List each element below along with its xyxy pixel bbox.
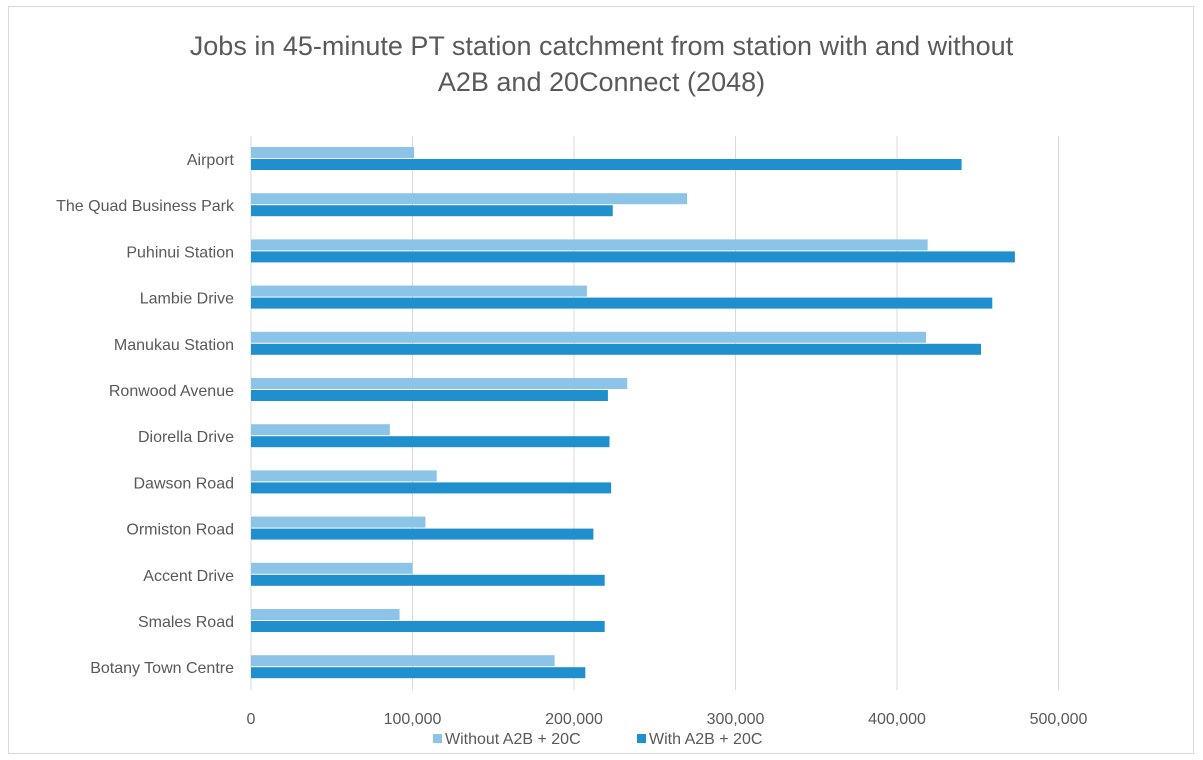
- category-label: Manukau Station: [114, 337, 234, 354]
- gridlines: [250, 136, 1059, 690]
- category-label: Smales Road: [138, 614, 234, 631]
- bar-with: [251, 621, 605, 632]
- legend-label: With A2B + 20C: [649, 731, 762, 748]
- x-tick-label: 100,000: [384, 711, 442, 728]
- chart-title-line-1: Jobs in 45-minute PT station catchment f…: [189, 31, 1014, 61]
- category-label: Airport: [187, 152, 235, 169]
- category-label: Accent Drive: [143, 568, 234, 585]
- bar-with: [251, 667, 586, 679]
- x-tick-labels: 0 100,000 200,000 300,000 400,000 500,000: [247, 711, 1088, 728]
- chart-title: Jobs in 45-minute PT station catchment f…: [0, 28, 1203, 100]
- x-tick-label: 300,000: [707, 711, 765, 728]
- category-label: Puhinui Station: [126, 244, 234, 261]
- category-label: Dawson Road: [134, 475, 235, 492]
- category-labels: Airport The Quad Business Park Puhinui Sta…: [56, 152, 235, 677]
- category-label: Botany Town Centre: [90, 660, 234, 677]
- bar-without: [251, 378, 628, 389]
- bar-without: [251, 331, 927, 343]
- bar-with: [251, 159, 962, 170]
- bar-with: [251, 297, 993, 309]
- chart-title-line-2: A2B and 20Connect (2048): [437, 67, 766, 97]
- category-label: Ronwood Avenue: [109, 383, 234, 400]
- x-tick-label: 400,000: [868, 711, 926, 728]
- bar-with: [251, 482, 612, 494]
- x-tick-label: 200,000: [545, 711, 603, 728]
- x-tick-label: 0: [247, 711, 256, 728]
- category-label: Ormiston Road: [126, 522, 234, 539]
- legend-item-without: Without A2B + 20C: [433, 731, 581, 748]
- category-label: Lambie Drive: [140, 291, 234, 308]
- bar-without: [251, 470, 437, 482]
- bar-with: [251, 390, 608, 401]
- bar-without: [251, 655, 555, 667]
- bar-with: [251, 205, 613, 217]
- bar-with: [251, 574, 605, 586]
- x-tick-label: 500,000: [1030, 711, 1088, 728]
- legend-label: Without A2B + 20C: [445, 731, 581, 748]
- bar-with: [251, 528, 594, 540]
- legend-item-with: With A2B + 20C: [637, 731, 762, 748]
- bar-without: [251, 147, 415, 158]
- bars: [251, 147, 1015, 679]
- bar-without: [251, 285, 587, 297]
- bar-without: [251, 562, 413, 574]
- legend-swatch: [637, 734, 646, 743]
- bar-with: [251, 343, 981, 355]
- bar-without: [251, 424, 390, 436]
- bar-with: [251, 251, 1015, 263]
- legend-swatch: [433, 734, 442, 743]
- bar-without: [251, 516, 426, 528]
- bar-without: [251, 239, 928, 251]
- category-label: The Quad Business Park: [56, 198, 235, 215]
- bar-without: [251, 193, 688, 205]
- category-label: Diorella Drive: [138, 429, 234, 446]
- bar-without: [251, 609, 400, 620]
- legend: Without A2B + 20C With A2B + 20C: [433, 731, 762, 748]
- bar-with: [251, 436, 610, 448]
